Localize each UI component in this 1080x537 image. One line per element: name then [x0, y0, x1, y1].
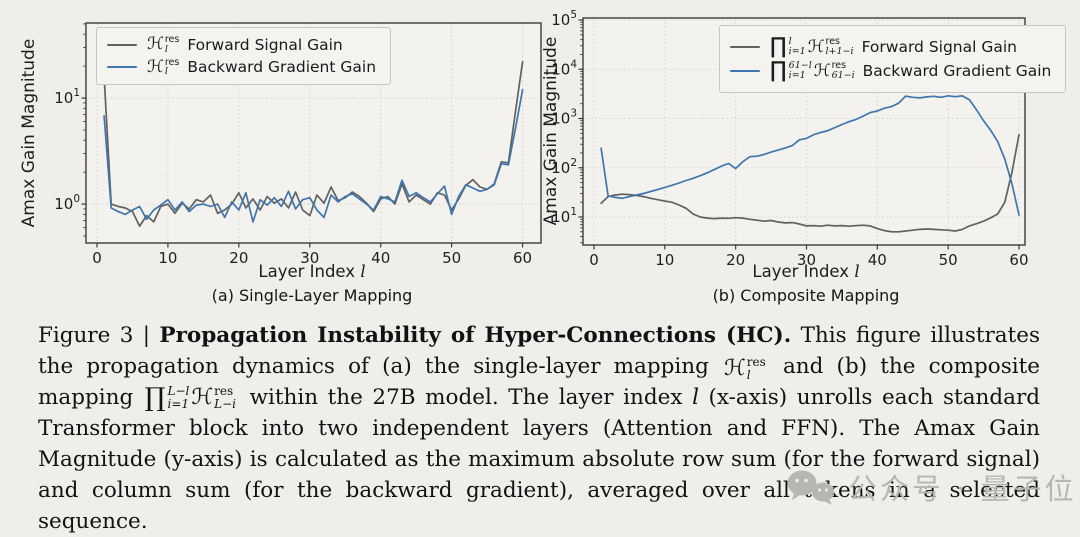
figure-3-plots: 0 10 20 30 40 50 60 100 101 0 10 20 30 40 50 60 101 102 10… [19, 9, 1067, 305]
caption-bold-title: Propagation Instability of Hyper-Connect… [159, 323, 792, 348]
legend-label: Forward Signal Gain [187, 35, 343, 54]
y-tick-label: 100 [54, 193, 80, 213]
axes-spines [85, 22, 542, 244]
x-axis-label-text: Layer Index [258, 262, 361, 281]
legend-label: Backward Gradient Gain [187, 58, 377, 77]
x-tick-label: 30 [797, 251, 816, 269]
x-axis-label-var: l [854, 262, 860, 281]
axes-spines [582, 17, 1026, 246]
caption-text: and (b) the composite mapping [38, 354, 1040, 410]
x-tick-label: 40 [868, 251, 887, 269]
watermark-text: 公众号 · 量子位 [848, 472, 1077, 506]
figure-caption: Figure 3 | Propagation Instability of Hy… [38, 320, 1040, 537]
legend-line-sample-blue [107, 66, 137, 69]
legend-label: Forward Signal Gain [861, 38, 1018, 56]
y-tick-label: 101 [54, 87, 80, 107]
caption-text: This figure illustrates the propagation … [38, 323, 1040, 379]
y-tick-label: 105 [551, 9, 577, 29]
series-backward-gradient-gain [103, 88, 524, 223]
x-tick-label: 20 [726, 251, 745, 269]
x-tick-label: 0 [92, 249, 102, 267]
legend-line-sample-gray [107, 43, 137, 46]
x-tick-label: 60 [513, 249, 532, 267]
subcaption-a: (a) Single-Layer Mapping [211, 286, 413, 305]
wechat-icon [787, 470, 834, 505]
y-axis-label-a: Amax Gain Magnitude [19, 38, 39, 228]
legend-line-sample-blue [730, 70, 760, 72]
x-tick-label: 50 [939, 251, 958, 269]
x-tick-label: 20 [229, 249, 248, 267]
y-tick-label: 103 [551, 108, 577, 128]
x-axis-label-var: l [360, 262, 366, 281]
x-tick-label: 50 [442, 249, 461, 267]
x-tick-label: 10 [158, 249, 177, 267]
caption-text: (x-axis) unrolls each standard Transform… [38, 385, 1040, 534]
series-forward-signal-gain [600, 133, 1020, 233]
legend-line-sample-gray [730, 46, 760, 48]
series-backward-gradient-gain [600, 94, 1020, 216]
watermark: 公众号 · 量子位 [784, 466, 1077, 508]
subcaption-b: (b) Composite Mapping [712, 286, 900, 305]
x-tick-label: 60 [1009, 251, 1028, 269]
x-tick-label: 40 [371, 249, 390, 267]
caption-var-l: l [692, 385, 699, 410]
legend-label: Backward Gradient Gain [862, 62, 1052, 80]
y-tick-label: 101 [551, 206, 577, 226]
x-axis-label-a: Layer Index l [162, 262, 462, 281]
y-axis-label-b: Amax Gain Magnitude [541, 36, 561, 226]
x-axis-label-text: Layer Index [752, 262, 855, 281]
caption-prefix: Figure 3 | [38, 323, 160, 348]
x-tick-label: 0 [589, 251, 599, 269]
caption-text: within the 27B model. The layer index [240, 385, 693, 410]
x-tick-label: 30 [300, 249, 319, 267]
y-tick-label: 104 [551, 58, 577, 78]
x-axis-label-b: Layer Index l [656, 262, 956, 281]
y-tick-label: 102 [551, 157, 577, 177]
x-tick-label: 10 [655, 251, 674, 269]
